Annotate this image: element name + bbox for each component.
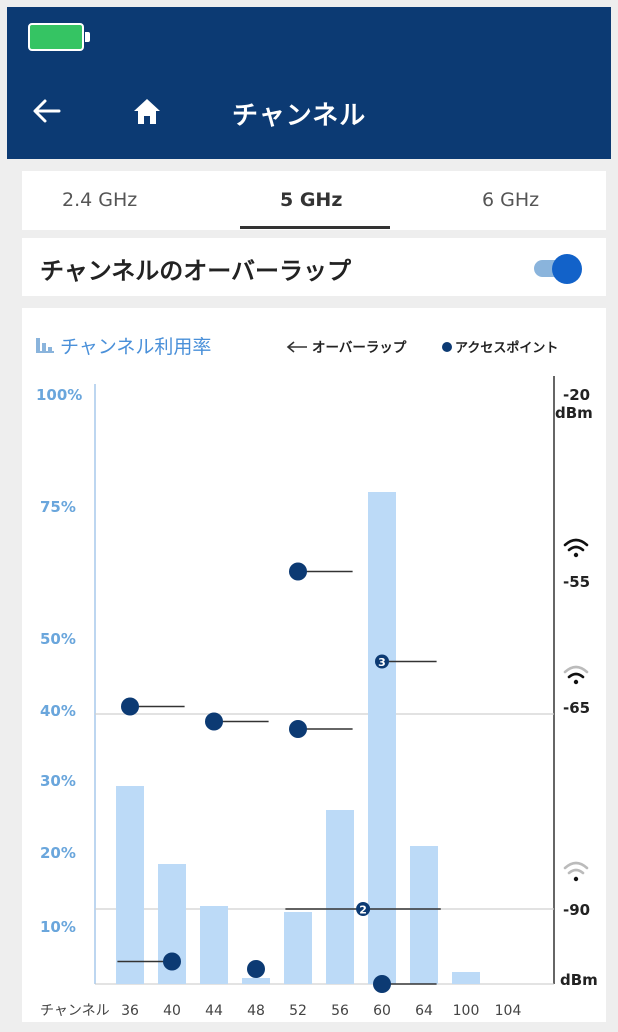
app-header: チャンネル [7, 7, 611, 159]
access-point-52-4[interactable] [289, 562, 353, 581]
x-tick-52: 52 [289, 1003, 307, 1019]
y-tick: 75% [40, 498, 76, 516]
bar-channel-36[interactable] [116, 786, 144, 984]
bar-channel-100[interactable] [452, 972, 480, 984]
bar-channel-48[interactable] [242, 978, 270, 984]
y-tick: 40% [40, 702, 76, 720]
overlap-label: チャンネルのオーバーラップ [40, 257, 352, 285]
dbm-tick: -65 [563, 699, 590, 717]
active-tab-indicator [240, 226, 390, 229]
chart-title: チャンネル利用率 [60, 336, 211, 358]
wifi-medium-icon [563, 665, 589, 685]
home-icon [134, 99, 160, 124]
bar-channel-60[interactable] [368, 492, 396, 984]
wifi-weak-icon [563, 861, 589, 882]
access-point-56-6[interactable]: 2 [285, 902, 441, 917]
band-tabs: 2.4 GHz 5 GHz 6 GHz [22, 171, 606, 230]
left-axis-ticks: 100% 75% 50% 40% 30% 20% 10% [36, 386, 82, 936]
x-tick-48: 48 [247, 1003, 265, 1019]
page-title: チャンネル [232, 101, 367, 131]
dbm-top: -20 [563, 386, 590, 404]
chart-legend: チャンネル利用率 オーバーラップ アクセスポイント [36, 336, 558, 358]
x-tick-36: 36 [121, 1003, 139, 1019]
x-axis-ticks: 36 40 44 48 52 56 60 64 100 104 [121, 1003, 521, 1019]
dbm-unit-bottom: dBm [560, 971, 598, 989]
y-tick: 30% [40, 772, 76, 790]
bar-channel-52[interactable] [284, 912, 312, 984]
bar-channel-64[interactable] [410, 846, 438, 984]
y-tick: 20% [40, 844, 76, 862]
battery-icon [28, 23, 90, 51]
home-button[interactable] [131, 95, 163, 127]
access-point-44-2[interactable] [205, 712, 269, 731]
back-button[interactable] [29, 93, 65, 129]
bar-chart-icon [36, 338, 54, 353]
dbm-tick: -55 [563, 573, 590, 591]
x-tick-64: 64 [415, 1003, 433, 1019]
tab-5ghz[interactable]: 5 GHz [280, 189, 343, 211]
svg-text:2: 2 [359, 904, 367, 917]
chart-svg: チャンネル利用率 オーバーラップ アクセスポイント 23 100% 75% 50… [36, 336, 598, 1019]
right-axis-ticks: -20 dBm -55 -65 -90 dBm [555, 386, 598, 989]
x-tick-104: 104 [495, 1003, 522, 1019]
tab-6ghz[interactable]: 6 GHz [482, 189, 540, 211]
y-tick: 100% [36, 386, 82, 404]
x-tick-100: 100 [453, 1003, 480, 1019]
legend-overlap: オーバーラップ [312, 340, 407, 356]
dbm-tick: -90 [563, 901, 590, 919]
x-tick-56: 56 [331, 1003, 349, 1019]
access-point-52-5[interactable] [289, 720, 353, 738]
legend-ap-dot [442, 342, 452, 352]
tab-2-4ghz[interactable]: 2.4 GHz [62, 189, 138, 211]
svg-text:3: 3 [378, 656, 386, 669]
overlap-arrow-icon [286, 341, 307, 353]
access-point-48-3[interactable] [247, 960, 265, 978]
overlap-toggle-thumb[interactable] [552, 254, 582, 284]
x-tick-60: 60 [373, 1003, 391, 1019]
y-tick: 50% [40, 630, 76, 648]
bar-channel-56[interactable] [326, 810, 354, 984]
y-tick: 10% [40, 918, 76, 936]
access-point-40-1[interactable] [117, 952, 181, 971]
access-point-36-0[interactable] [121, 697, 185, 716]
wifi-strong-icon [563, 538, 589, 558]
x-tick-44: 44 [205, 1003, 223, 1019]
legend-access-point: アクセスポイント [455, 340, 558, 356]
overlap-setting: チャンネルのオーバーラップ [22, 238, 606, 296]
access-points: 23 [117, 562, 441, 993]
bar-channel-44[interactable] [200, 906, 228, 984]
access-point-60-8[interactable] [373, 975, 437, 993]
access-point-60-7[interactable]: 3 [375, 654, 437, 670]
bars [116, 492, 480, 984]
back-arrow-icon [33, 99, 61, 123]
x-tick-40: 40 [163, 1003, 181, 1019]
dbm-unit-top: dBm [555, 404, 593, 422]
x-axis-label: チャンネル [40, 1003, 110, 1019]
